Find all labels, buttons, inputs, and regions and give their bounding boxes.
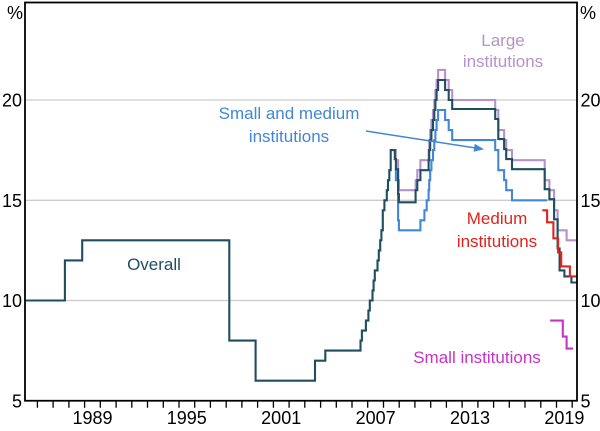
y-label-left-10: 10 <box>2 291 22 311</box>
plot-frame <box>24 1 578 402</box>
large-label-line1: Large <box>481 31 524 50</box>
x-axis-label-2013: 2013 <box>450 408 490 428</box>
y-label-left-15: 15 <box>2 191 22 211</box>
x-axis-label-2007: 2007 <box>356 408 396 428</box>
y-axis-labels-left: % 20 15 10 5 <box>2 3 23 411</box>
annotation-arrow <box>365 130 484 152</box>
y-label-right-20: 20 <box>581 91 600 111</box>
y-unit-left: % <box>7 3 23 23</box>
x-axis-label-1989: 1989 <box>72 408 112 428</box>
overall-label: Overall <box>127 255 181 274</box>
small-medium-label-line2: institutions <box>249 127 329 146</box>
series-line-medium <box>542 209 577 278</box>
series-line-small <box>550 319 573 350</box>
medium-label-line1: Medium <box>467 209 527 228</box>
plot-border <box>24 1 578 402</box>
large-label-line2: institutions <box>463 52 543 71</box>
series-annotations: Overall Small and medium institutions Large… <box>127 31 543 367</box>
x-axis-label-1995: 1995 <box>167 408 207 428</box>
x-axis-ticks <box>36 401 573 408</box>
pointer-arrow <box>365 130 484 152</box>
y-label-left-20: 20 <box>2 91 22 111</box>
x-axis-labels: 1989 1995 2001 2007 2013 2019 <box>72 408 584 428</box>
y-label-right-10: 10 <box>581 291 600 311</box>
y-label-right-5: 5 <box>581 391 591 411</box>
y-axis-labels-right: % 20 15 10 5 <box>580 3 600 411</box>
x-axis-label-2001: 2001 <box>261 408 301 428</box>
y-label-right-15: 15 <box>581 191 600 211</box>
series-line-small_medium <box>394 108 548 232</box>
small-label: Small institutions <box>413 348 541 367</box>
y-label-left-5: 5 <box>12 391 22 411</box>
series-lines <box>25 68 577 382</box>
series-line-overall <box>25 78 577 382</box>
y-unit-right: % <box>580 3 596 23</box>
medium-label-line2: institutions <box>457 232 537 251</box>
x-axis-label-2019: 2019 <box>544 408 584 428</box>
small-medium-label-line1: Small and medium <box>219 104 360 123</box>
